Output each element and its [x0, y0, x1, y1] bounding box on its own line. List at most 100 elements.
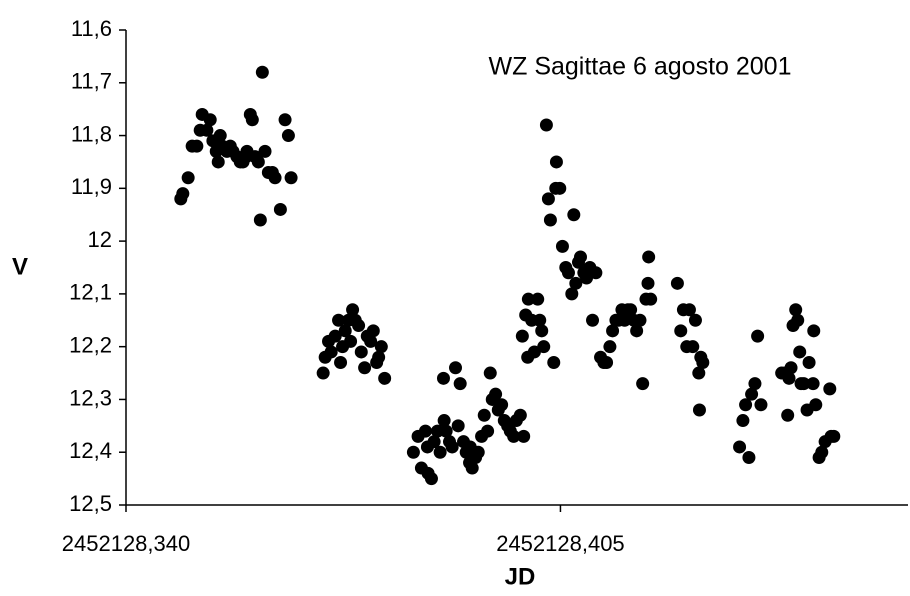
data-point	[630, 324, 644, 338]
y-tick-label: 11,7	[71, 69, 112, 94]
data-point	[268, 171, 282, 185]
data-point	[606, 324, 620, 338]
data-point	[636, 377, 650, 391]
data-point	[418, 424, 432, 438]
data-point	[427, 435, 441, 449]
data-point	[200, 123, 214, 137]
y-tick-label: 11,9	[71, 174, 112, 199]
data-point	[569, 276, 583, 290]
data-point	[483, 366, 497, 380]
data-point	[245, 113, 259, 127]
data-point	[754, 398, 768, 412]
data-point	[791, 313, 805, 327]
data-point	[324, 345, 338, 359]
data-point	[561, 266, 575, 280]
data-point	[358, 361, 372, 375]
data-point	[258, 144, 272, 158]
data-point	[745, 387, 759, 401]
data-point	[507, 429, 521, 443]
data-point	[352, 319, 366, 333]
data-point	[372, 350, 386, 364]
data-point	[789, 303, 803, 317]
data-point	[802, 356, 816, 369]
data-point	[344, 334, 358, 348]
data-point	[823, 382, 837, 396]
data-point	[515, 329, 529, 343]
y-tick-label: 12,1	[69, 280, 112, 305]
data-point	[539, 118, 553, 132]
data-point	[696, 356, 710, 369]
data-point	[692, 403, 706, 417]
data-point	[481, 424, 495, 438]
data-point	[521, 292, 535, 306]
data-point	[378, 371, 392, 385]
data-point	[255, 65, 269, 79]
y-tick-label: 11,8	[71, 121, 112, 146]
data-point	[332, 313, 346, 327]
data-point	[784, 361, 798, 375]
data-point	[809, 398, 823, 412]
data-point	[284, 171, 298, 185]
data-point	[477, 408, 491, 422]
data-point	[439, 424, 453, 438]
data-point	[589, 266, 603, 280]
x-axis-label: JD	[505, 563, 536, 590]
data-point	[674, 324, 688, 338]
data-point	[251, 155, 265, 169]
data-point	[549, 155, 563, 169]
data-point	[513, 408, 527, 422]
data-point	[641, 276, 655, 290]
data-point	[181, 171, 195, 185]
data-point	[316, 366, 330, 380]
data-point	[531, 292, 545, 306]
data-point	[739, 398, 753, 412]
annotation: WZ Sagittae 6 agosto 2001	[489, 53, 792, 81]
data-point	[278, 113, 292, 127]
data-point	[686, 340, 700, 354]
x-tick-label: 2452128,340	[62, 531, 190, 556]
data-point	[334, 356, 348, 369]
data-point	[827, 429, 841, 443]
data-point	[543, 213, 557, 227]
x-tick-label: 2452128,405	[496, 531, 624, 556]
data-point	[451, 419, 465, 433]
data-point	[328, 329, 342, 343]
data-point	[748, 377, 762, 391]
data-point	[489, 387, 503, 401]
y-tick-label: 11,6	[71, 16, 112, 41]
data-point	[573, 250, 587, 264]
data-point	[806, 377, 820, 391]
data-point	[618, 313, 632, 327]
data-point	[644, 292, 658, 306]
data-point	[751, 329, 765, 343]
data-point	[364, 334, 378, 348]
data-point	[453, 377, 467, 391]
data-point	[433, 445, 447, 459]
data-point	[692, 366, 706, 380]
data-point	[273, 202, 287, 216]
data-point	[555, 239, 569, 253]
y-axis-label: V	[12, 253, 28, 280]
data-point	[437, 414, 451, 428]
data-point	[436, 371, 450, 385]
data-point	[281, 129, 295, 143]
data-point	[424, 472, 438, 486]
data-point	[366, 324, 380, 338]
data-point	[633, 313, 647, 327]
data-point	[815, 445, 829, 459]
data-point	[781, 408, 795, 422]
data-point	[586, 313, 600, 327]
y-tick-label: 12	[88, 227, 112, 252]
data-point	[670, 276, 684, 290]
data-point	[211, 155, 225, 169]
data-point	[807, 324, 821, 338]
data-point	[213, 129, 227, 143]
data-point	[682, 303, 696, 317]
data-point	[445, 440, 459, 454]
data-point	[176, 187, 190, 201]
y-tick-label: 12,4	[69, 438, 112, 463]
data-point	[517, 429, 531, 443]
y-tick-label: 12,2	[69, 332, 112, 357]
data-point	[541, 192, 555, 206]
data-point	[253, 213, 267, 227]
